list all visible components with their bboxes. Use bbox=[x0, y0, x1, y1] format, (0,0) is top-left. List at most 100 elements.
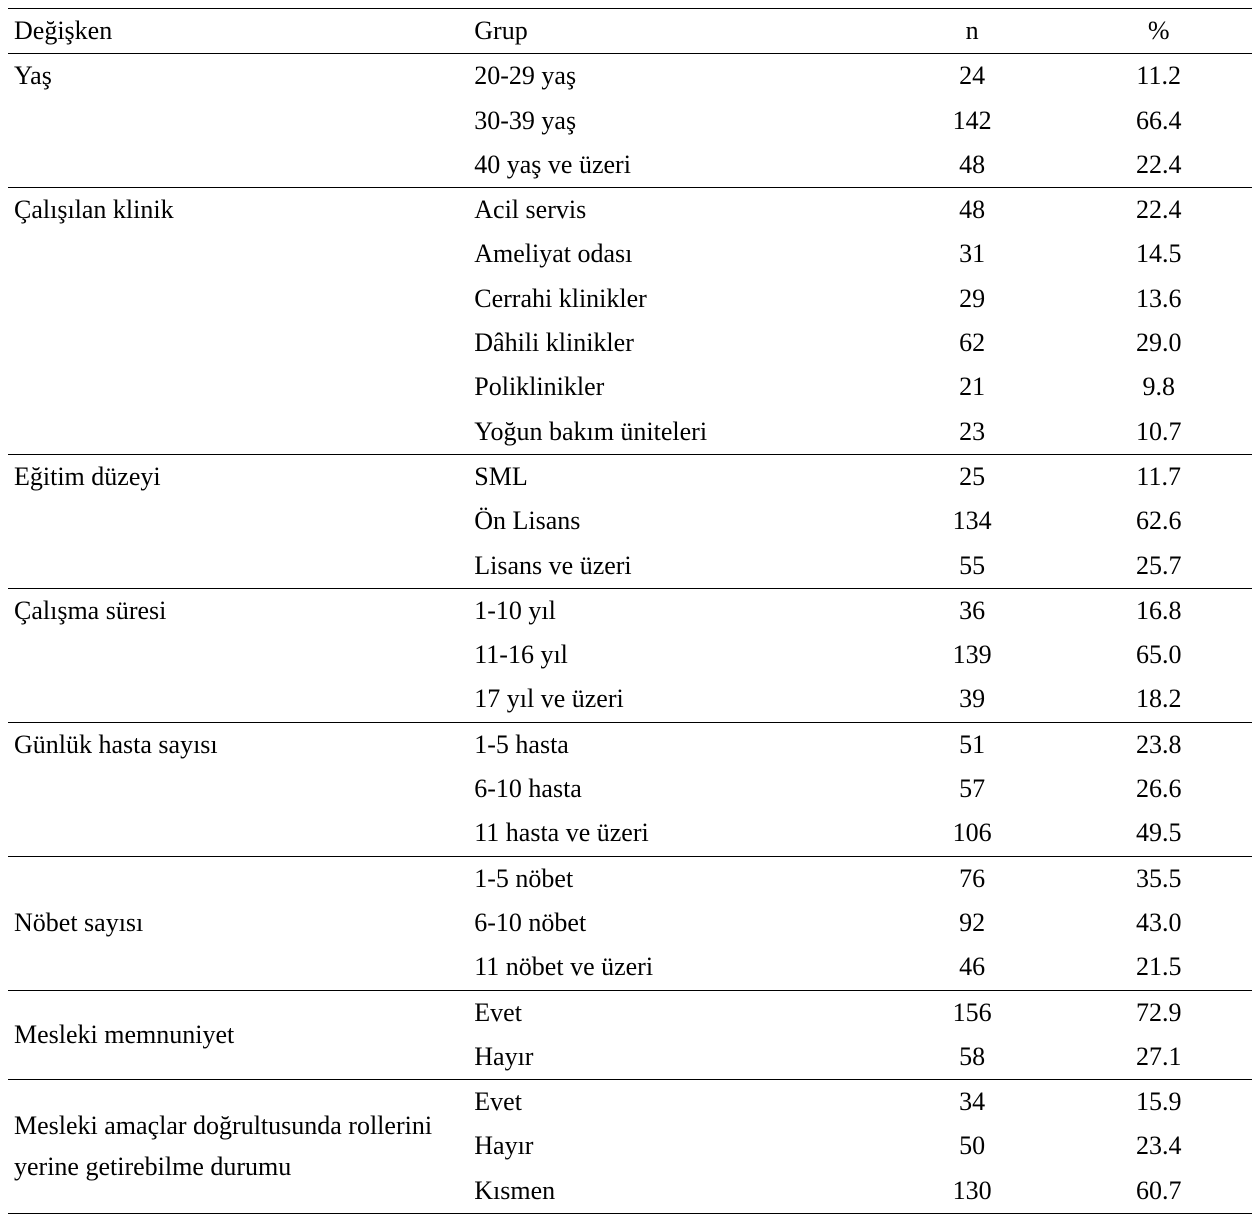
variable-cell: Mesleki memnuniyet bbox=[8, 990, 468, 1080]
n-cell: 76 bbox=[879, 856, 1066, 901]
variable-cell: Nöbet sayısı bbox=[8, 856, 468, 990]
variable-cell: Çalışılan klinik bbox=[8, 188, 468, 455]
table-row: Nöbet sayısı1-5 nöbet7635.5 bbox=[8, 856, 1252, 901]
pct-cell: 16.8 bbox=[1065, 588, 1252, 633]
group-cell: 11 hasta ve üzeri bbox=[468, 811, 879, 856]
group-cell: 30-39 yaş bbox=[468, 99, 879, 143]
pct-cell: 11.2 bbox=[1065, 54, 1252, 99]
pct-cell: 65.0 bbox=[1065, 633, 1252, 677]
pct-cell: 21.5 bbox=[1065, 945, 1252, 990]
table-row: Mesleki amaçlar doğrultusunda rollerini … bbox=[8, 1080, 1252, 1125]
group-cell: Yoğun bakım üniteleri bbox=[468, 410, 879, 455]
group-cell: Poliklinikler bbox=[468, 365, 879, 409]
group-cell: 17 yıl ve üzeri bbox=[468, 677, 879, 722]
n-cell: 134 bbox=[879, 499, 1066, 543]
group-cell: Evet bbox=[468, 990, 879, 1035]
variable-cell: Çalışma süresi bbox=[8, 588, 468, 722]
n-cell: 39 bbox=[879, 677, 1066, 722]
group-cell: 20-29 yaş bbox=[468, 54, 879, 99]
n-cell: 29 bbox=[879, 277, 1066, 321]
group-cell: 11-16 yıl bbox=[468, 633, 879, 677]
pct-cell: 10.7 bbox=[1065, 410, 1252, 455]
pct-cell: 49.5 bbox=[1065, 811, 1252, 856]
n-cell: 62 bbox=[879, 321, 1066, 365]
group-cell: 6-10 nöbet bbox=[468, 901, 879, 945]
n-cell: 58 bbox=[879, 1035, 1066, 1080]
group-cell: 40 yaş ve üzeri bbox=[468, 143, 879, 188]
group-cell: 1-10 yıl bbox=[468, 588, 879, 633]
table-body: Yaş20-29 yaş2411.230-39 yaş14266.440 yaş… bbox=[8, 54, 1252, 1214]
header-n: n bbox=[879, 9, 1066, 54]
n-cell: 48 bbox=[879, 188, 1066, 233]
pct-cell: 11.7 bbox=[1065, 454, 1252, 499]
pct-cell: 22.4 bbox=[1065, 188, 1252, 233]
group-cell: SML bbox=[468, 454, 879, 499]
table-header-row: Değişken Grup n % bbox=[8, 9, 1252, 54]
pct-cell: 29.0 bbox=[1065, 321, 1252, 365]
group-cell: Hayır bbox=[468, 1035, 879, 1080]
group-cell: Hayır bbox=[468, 1124, 879, 1168]
table-row: Günlük hasta sayısı1-5 hasta5123.8 bbox=[8, 722, 1252, 767]
n-cell: 31 bbox=[879, 232, 1066, 276]
n-cell: 142 bbox=[879, 99, 1066, 143]
header-pct: % bbox=[1065, 9, 1252, 54]
group-cell: Ameliyat odası bbox=[468, 232, 879, 276]
table-row: Eğitim düzeyiSML2511.7 bbox=[8, 454, 1252, 499]
group-cell: Cerrahi klinikler bbox=[468, 277, 879, 321]
group-cell: 11 nöbet ve üzeri bbox=[468, 945, 879, 990]
group-cell: Ön Lisans bbox=[468, 499, 879, 543]
n-cell: 24 bbox=[879, 54, 1066, 99]
table-row: Çalışma süresi1-10 yıl3616.8 bbox=[8, 588, 1252, 633]
pct-cell: 27.1 bbox=[1065, 1035, 1252, 1080]
group-cell: 6-10 hasta bbox=[468, 767, 879, 811]
n-cell: 51 bbox=[879, 722, 1066, 767]
n-cell: 55 bbox=[879, 544, 1066, 589]
n-cell: 139 bbox=[879, 633, 1066, 677]
group-cell: Evet bbox=[468, 1080, 879, 1125]
n-cell: 21 bbox=[879, 365, 1066, 409]
variable-cell: Mesleki amaçlar doğrultusunda rollerini … bbox=[8, 1080, 468, 1214]
pct-cell: 35.5 bbox=[1065, 856, 1252, 901]
group-cell: Lisans ve üzeri bbox=[468, 544, 879, 589]
pct-cell: 66.4 bbox=[1065, 99, 1252, 143]
group-cell: 1-5 nöbet bbox=[468, 856, 879, 901]
n-cell: 106 bbox=[879, 811, 1066, 856]
group-cell: 1-5 hasta bbox=[468, 722, 879, 767]
group-cell: Dâhili klinikler bbox=[468, 321, 879, 365]
n-cell: 50 bbox=[879, 1124, 1066, 1168]
table-row: Mesleki memnuniyetEvet15672.9 bbox=[8, 990, 1252, 1035]
pct-cell: 9.8 bbox=[1065, 365, 1252, 409]
n-cell: 156 bbox=[879, 990, 1066, 1035]
n-cell: 36 bbox=[879, 588, 1066, 633]
pct-cell: 43.0 bbox=[1065, 901, 1252, 945]
demographics-table: Değişken Grup n % Yaş20-29 yaş2411.230-3… bbox=[8, 8, 1252, 1214]
n-cell: 130 bbox=[879, 1169, 1066, 1214]
header-group: Grup bbox=[468, 9, 879, 54]
pct-cell: 18.2 bbox=[1065, 677, 1252, 722]
header-variable: Değişken bbox=[8, 9, 468, 54]
pct-cell: 72.9 bbox=[1065, 990, 1252, 1035]
variable-cell: Eğitim düzeyi bbox=[8, 454, 468, 588]
pct-cell: 26.6 bbox=[1065, 767, 1252, 811]
pct-cell: 60.7 bbox=[1065, 1169, 1252, 1214]
pct-cell: 13.6 bbox=[1065, 277, 1252, 321]
table-row: Yaş20-29 yaş2411.2 bbox=[8, 54, 1252, 99]
pct-cell: 14.5 bbox=[1065, 232, 1252, 276]
n-cell: 92 bbox=[879, 901, 1066, 945]
pct-cell: 25.7 bbox=[1065, 544, 1252, 589]
group-cell: Acil servis bbox=[468, 188, 879, 233]
n-cell: 48 bbox=[879, 143, 1066, 188]
pct-cell: 23.8 bbox=[1065, 722, 1252, 767]
variable-cell: Günlük hasta sayısı bbox=[8, 722, 468, 856]
pct-cell: 22.4 bbox=[1065, 143, 1252, 188]
pct-cell: 62.6 bbox=[1065, 499, 1252, 543]
n-cell: 46 bbox=[879, 945, 1066, 990]
pct-cell: 15.9 bbox=[1065, 1080, 1252, 1125]
pct-cell: 23.4 bbox=[1065, 1124, 1252, 1168]
n-cell: 34 bbox=[879, 1080, 1066, 1125]
variable-cell: Yaş bbox=[8, 54, 468, 188]
n-cell: 23 bbox=[879, 410, 1066, 455]
table-row: Çalışılan klinikAcil servis4822.4 bbox=[8, 188, 1252, 233]
group-cell: Kısmen bbox=[468, 1169, 879, 1214]
n-cell: 57 bbox=[879, 767, 1066, 811]
